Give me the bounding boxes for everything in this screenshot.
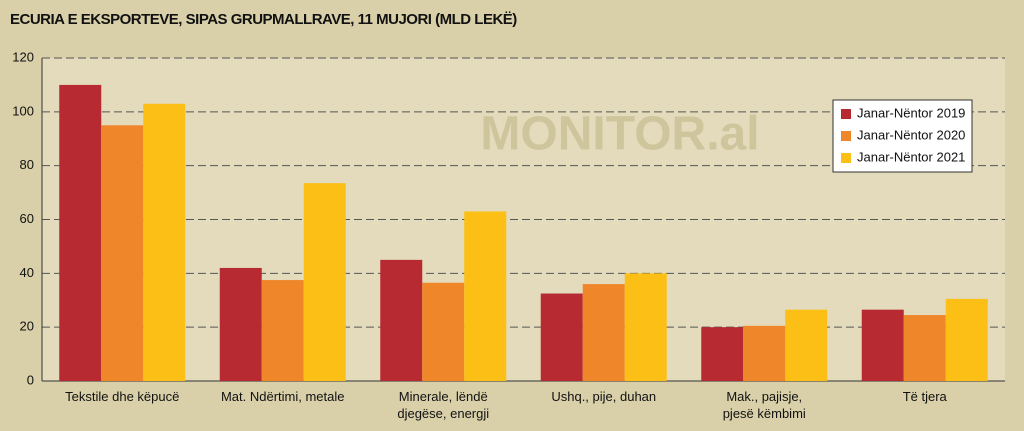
bar: [59, 84, 102, 382]
bar: [701, 327, 744, 381]
watermark: MONITOR.al: [480, 108, 759, 161]
bar: [945, 298, 988, 381]
x-tick-label: Minerale, lëndë djegëse, energji: [397, 389, 490, 421]
bar: [743, 325, 786, 381]
bar: [582, 284, 625, 381]
bar: [101, 125, 144, 382]
x-tick-label: Të tjera: [902, 389, 947, 404]
y-tick-label: 120: [12, 49, 34, 64]
y-tick-label: 60: [20, 211, 34, 226]
chart-title: ECURIA E EKSPORTEVE, SIPAS GRUPMALLRAVE,…: [10, 11, 517, 28]
legend-swatch: [841, 109, 851, 119]
legend-label: Janar-Nëntor 2020: [857, 127, 965, 142]
x-tick-label: Mak., pajisje, pjesë këmbimi: [722, 389, 806, 421]
y-tick-label: 40: [20, 265, 34, 280]
bar: [785, 309, 828, 381]
legend-label: Janar-Nëntor 2019: [857, 105, 965, 120]
x-tick-label: Tekstile dhe këpucë: [65, 389, 180, 404]
bar: [422, 282, 465, 381]
bar: [624, 273, 667, 381]
y-tick-label: 0: [27, 372, 34, 387]
y-tick-label: 80: [20, 157, 34, 172]
legend-box: [832, 99, 973, 173]
x-tick-label: Mat. Ndërtimi, metale: [220, 389, 345, 404]
bar: [540, 293, 583, 381]
x-tick-label: Ushq., pije, duhan: [551, 389, 657, 404]
bar: [219, 267, 262, 381]
legend-swatch: [841, 153, 851, 163]
legend: Janar-Nëntor 2019 Janar-Nëntor 2020 Janar-…: [832, 99, 973, 173]
bar: [143, 103, 186, 381]
bar: [380, 259, 423, 381]
legend-label: Janar-Nëntor 2021: [857, 149, 965, 164]
y-tick-label: 100: [12, 103, 34, 118]
bar: [464, 211, 507, 381]
bar: [261, 280, 304, 381]
y-tick-label: 20: [20, 319, 34, 334]
bar: [903, 315, 946, 381]
bar: [861, 309, 904, 381]
bar: [303, 183, 346, 381]
legend-swatch: [841, 131, 851, 141]
